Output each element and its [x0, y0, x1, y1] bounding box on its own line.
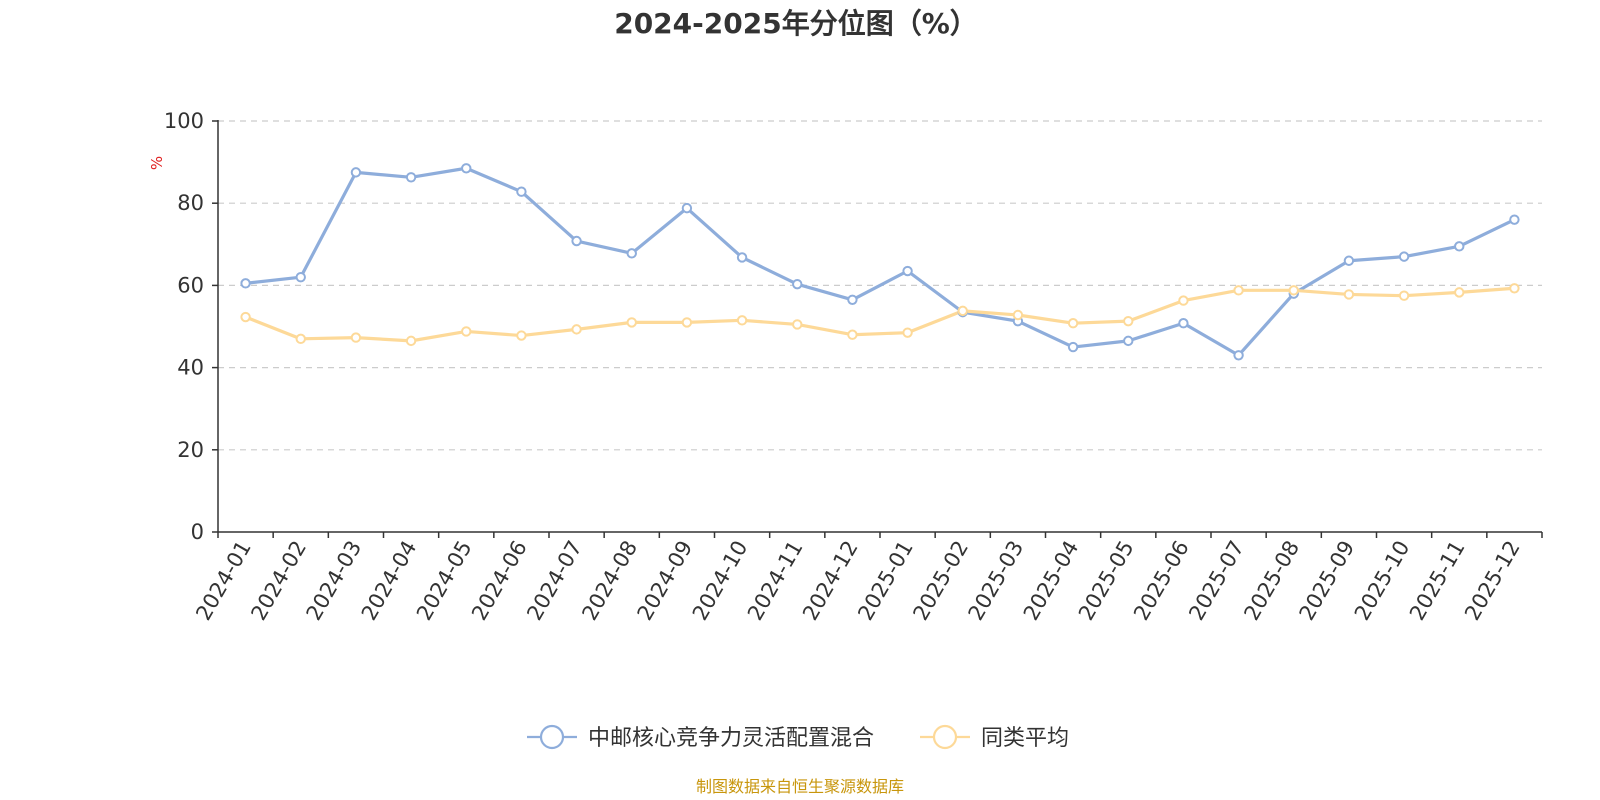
series-2-point-2024-08[interactable]: [626, 317, 637, 328]
y-tick-label-0: 0: [191, 520, 204, 544]
series-2-point-2024-06[interactable]: [516, 330, 527, 341]
series-2-point-2025-07[interactable]: [1233, 285, 1244, 296]
series-2-point-2025-04[interactable]: [1067, 318, 1079, 329]
series-1-point-2025-06[interactable]: [1178, 318, 1189, 329]
y-tick-label-80: 80: [177, 191, 204, 215]
series-1-point-2024-01[interactable]: [240, 278, 251, 289]
series-1-point-2024-08[interactable]: [626, 248, 637, 259]
series-1-point-2024-07[interactable]: [571, 235, 582, 247]
series-1-point-2024-06[interactable]: [516, 186, 527, 197]
series-2-point-2024-09[interactable]: [681, 317, 693, 328]
y-tick-label-40: 40: [177, 356, 204, 380]
legend: 中邮核心竞争力灵活配置混合 同类平均: [527, 724, 1069, 751]
series-1-point-2025-09[interactable]: [1343, 255, 1355, 266]
legend-item-1[interactable]: 中邮核心竞争力灵活配置混合: [527, 724, 874, 751]
chart-title: 2024-2025年分位图（%）: [614, 7, 978, 40]
series-2-point-2025-08[interactable]: [1288, 285, 1299, 296]
series-1-point-2025-05[interactable]: [1123, 335, 1134, 347]
series-2-point-2025-01[interactable]: [902, 327, 913, 338]
series-2-point-2025-06[interactable]: [1178, 295, 1189, 306]
series-2-point-2024-10[interactable]: [736, 315, 748, 326]
series-1-point-2024-02[interactable]: [295, 271, 306, 283]
series-1-point-2025-10[interactable]: [1398, 251, 1410, 262]
series-1-points: [240, 163, 1520, 361]
series-2-point-2024-02[interactable]: [295, 333, 306, 345]
series-2-point-2025-11[interactable]: [1454, 287, 1465, 298]
y-axis-unit-label: %: [148, 156, 166, 170]
series-1-point-2024-04[interactable]: [405, 172, 417, 183]
legend-label-2: 同类平均: [981, 726, 1069, 751]
series-2-point-2024-03[interactable]: [350, 332, 362, 343]
series-1-point-2024-10[interactable]: [736, 252, 748, 263]
series-2-line: [243, 286, 1517, 343]
series-2-point-2025-05[interactable]: [1123, 315, 1134, 327]
legend-item-2[interactable]: 同类平均: [920, 724, 1069, 751]
series-1-point-2025-12[interactable]: [1509, 214, 1520, 225]
legend-marker-1: [539, 724, 565, 750]
x-axis-ticks: 2024-012024-022024-032024-042024-052024-…: [191, 532, 1543, 625]
series-1: [243, 166, 1517, 357]
y-tick-label-20: 20: [177, 438, 204, 462]
series-1-point-2024-05[interactable]: [461, 163, 472, 174]
y-axis-ticks: 0 20 40 60 80 100: [164, 109, 218, 544]
legend-marker-2: [932, 724, 958, 750]
source-note: 制图数据来自恒生聚源数据库: [696, 777, 904, 796]
series-2-point-2024-01[interactable]: [240, 311, 251, 323]
series-1-point-2025-04[interactable]: [1067, 341, 1079, 353]
series-2-point-2024-04[interactable]: [405, 335, 417, 347]
series-2-point-2025-12[interactable]: [1509, 283, 1520, 294]
series-2-point-2024-05[interactable]: [461, 326, 472, 337]
series-2: [243, 286, 1517, 343]
y-tick-label-100: 100: [164, 109, 204, 133]
series-1-point-2024-11[interactable]: [792, 278, 803, 290]
series-2-points: [240, 283, 1520, 347]
series-2-point-2025-02[interactable]: [957, 305, 968, 317]
series-lines: [240, 163, 1520, 361]
series-2-point-2025-09[interactable]: [1343, 289, 1355, 300]
legend-label-1: 中邮核心竞争力灵活配置混合: [588, 726, 874, 751]
axes: [217, 120, 1542, 533]
y-tick-label-60: 60: [177, 273, 204, 297]
series-2-point-2024-11[interactable]: [792, 319, 803, 330]
series-1-point-2025-01[interactable]: [902, 265, 913, 277]
series-2-point-2025-10[interactable]: [1398, 290, 1410, 301]
series-1-line: [243, 166, 1517, 357]
series-1-point-2025-07[interactable]: [1233, 350, 1244, 361]
x-tick-label-2025-12: 2025-12: [1460, 537, 1525, 625]
series-1-point-2024-12[interactable]: [847, 294, 858, 305]
series-2-point-2024-12[interactable]: [847, 329, 858, 340]
series-2-point-2025-03[interactable]: [1012, 309, 1024, 321]
series-1-point-2024-03[interactable]: [350, 167, 362, 178]
series-1-point-2024-09[interactable]: [681, 202, 693, 214]
series-2-point-2024-07[interactable]: [571, 324, 582, 335]
series-1-point-2025-11[interactable]: [1454, 241, 1465, 252]
